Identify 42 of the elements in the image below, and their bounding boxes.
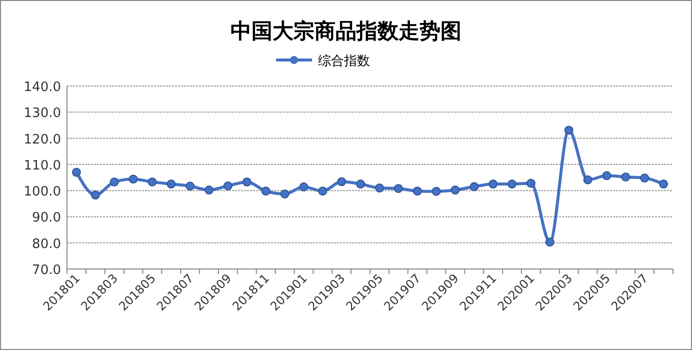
point [148, 177, 157, 186]
point [470, 182, 479, 192]
point [204, 186, 214, 195]
y-tick-label: 140.0 [24, 80, 61, 95]
point [412, 186, 422, 196]
point [583, 175, 592, 184]
point [90, 190, 100, 200]
point [394, 184, 403, 193]
point [318, 186, 328, 196]
point [110, 177, 119, 186]
y-tick-label: 70.0 [32, 263, 61, 278]
point [261, 186, 270, 196]
point [508, 180, 517, 189]
point [488, 180, 498, 189]
y-tick-label: 100.0 [24, 184, 61, 200]
point [280, 189, 290, 198]
y-tick-label: 110.0 [24, 158, 61, 174]
chart-title: 中国大宗商品指数走势图 [230, 18, 462, 43]
point [432, 186, 441, 196]
point [299, 182, 308, 192]
y-tick-label: 130.0 [24, 106, 61, 122]
point [526, 178, 536, 188]
y-tick-label: 120.0 [24, 132, 61, 148]
point [545, 238, 554, 247]
point [374, 183, 384, 192]
legend-label: 综合指数 [318, 54, 370, 69]
point [337, 177, 346, 186]
y-tick-label: 80.0 [32, 236, 61, 252]
y-tick-label: 90.0 [32, 210, 61, 226]
point [72, 168, 81, 177]
point [242, 177, 252, 186]
point [166, 180, 176, 189]
point [450, 186, 460, 195]
point [186, 182, 195, 191]
point [223, 181, 232, 190]
point [621, 172, 630, 182]
point [640, 174, 650, 183]
point [602, 171, 612, 180]
point [356, 180, 366, 189]
point [564, 126, 574, 135]
point [128, 174, 138, 184]
point [659, 180, 668, 189]
